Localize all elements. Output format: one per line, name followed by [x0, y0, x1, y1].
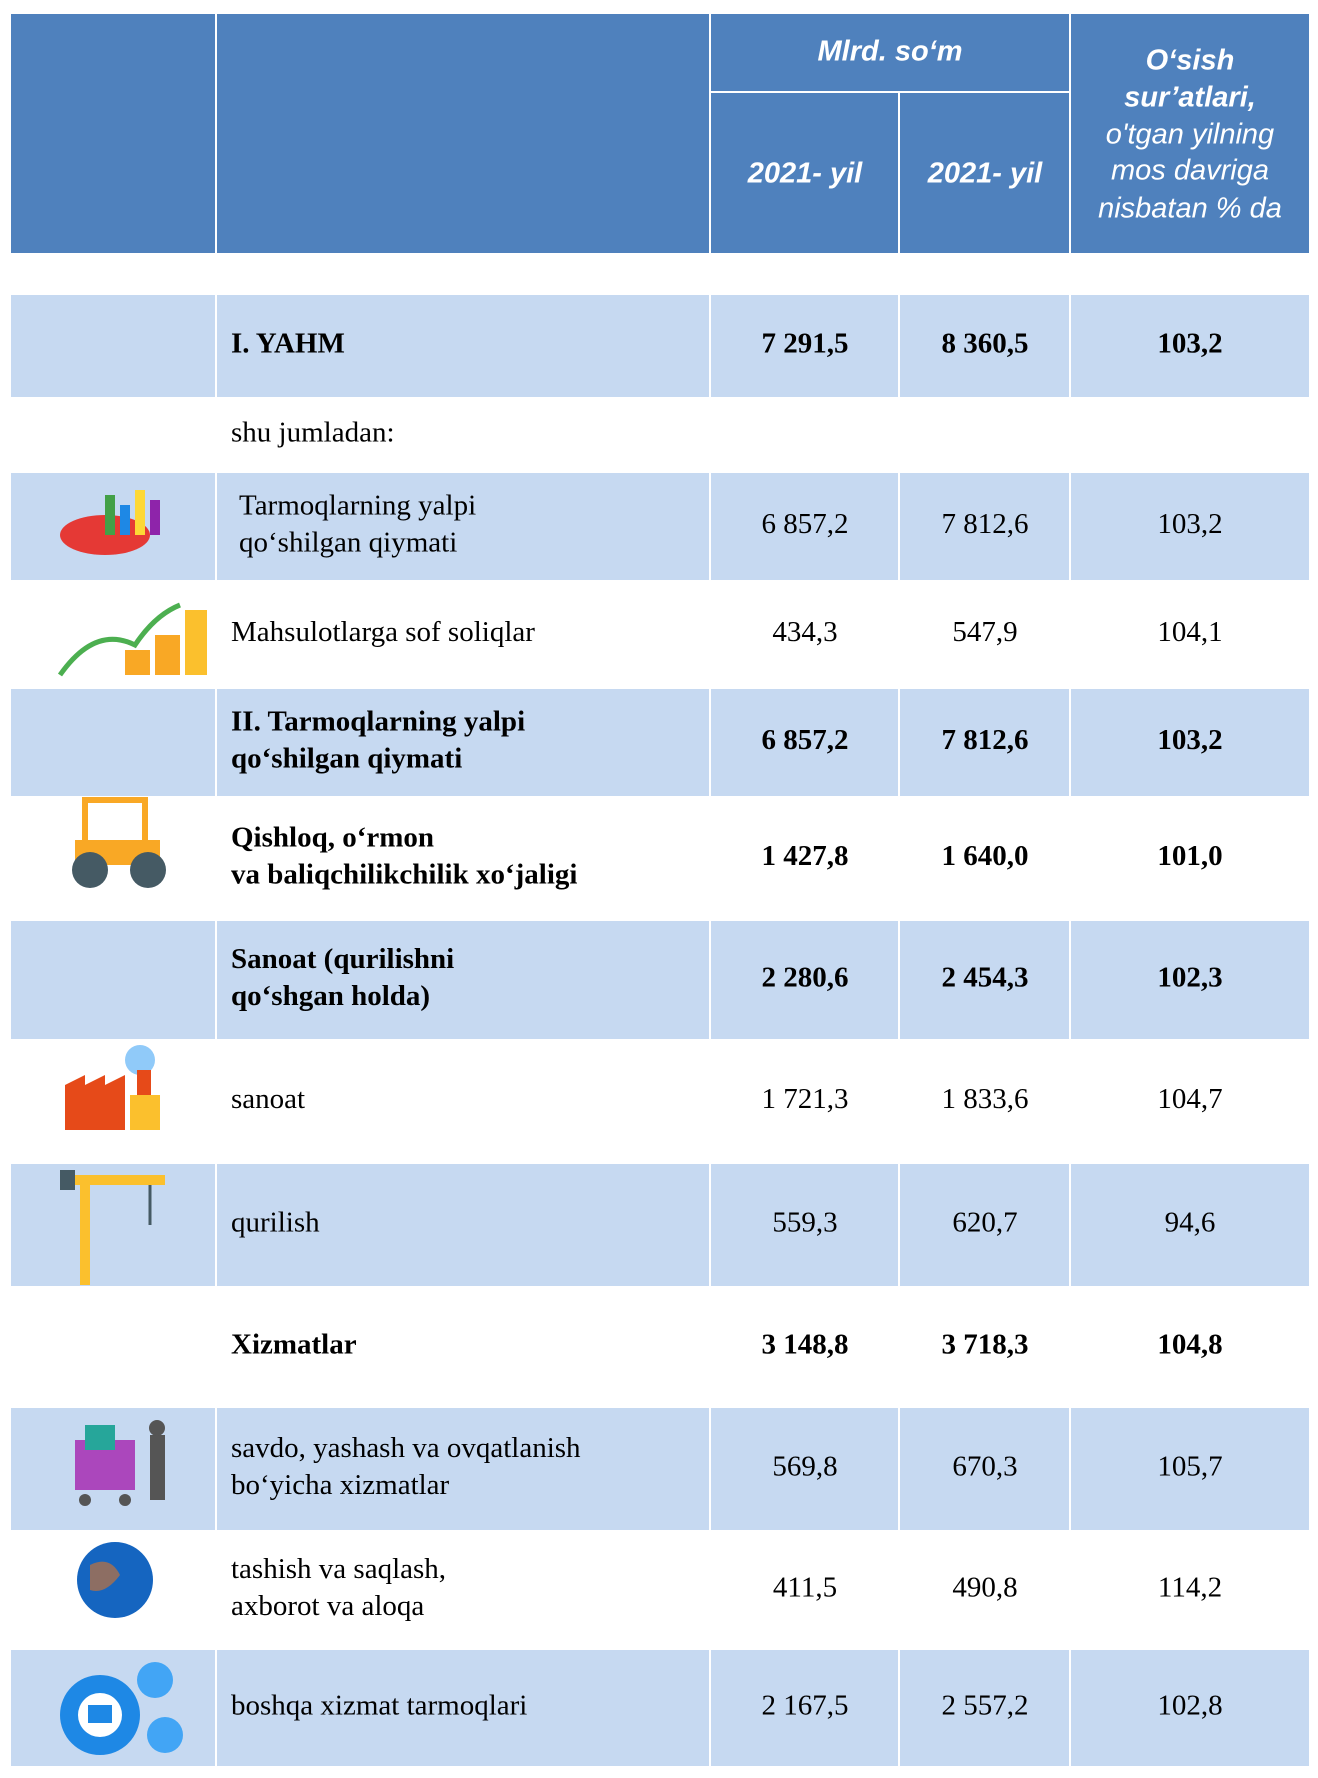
cell-value: 490,8 [952, 1572, 1017, 1604]
row-bg [11, 1164, 1309, 1286]
header-note: nisbatan % da [1098, 193, 1282, 225]
cell-value: 8 360,5 [942, 328, 1029, 360]
cell-value: 6 857,2 [762, 724, 849, 756]
icon-coins [60, 605, 207, 675]
cell-value: 101,0 [1157, 840, 1222, 872]
row-label: qo‘shgan holda) [231, 980, 430, 1012]
cell-value: 94,6 [1165, 1207, 1216, 1239]
header-growth: sur’atlari, [1124, 82, 1256, 114]
cell-value: 2 167,5 [762, 1690, 849, 1722]
header-group: Mlrd. so‘m [817, 36, 962, 68]
row-bg [11, 689, 1309, 796]
cell-value: 103,2 [1157, 328, 1222, 360]
cell-value: 102,3 [1157, 962, 1222, 994]
cell-value: 105,7 [1157, 1451, 1222, 1483]
row-label: savdo, yashash va ovqatlanish [231, 1432, 581, 1464]
cell-value: 547,9 [952, 616, 1017, 648]
icon-tractor [72, 800, 166, 888]
row-label: Qishloq, o‘rmon [231, 822, 434, 854]
row-label: Tarmoqlarning yalpi [239, 490, 476, 522]
row-label: Sanoat (qurilishni [231, 943, 454, 975]
cell-value: 3 718,3 [942, 1329, 1029, 1361]
row-label: II. Tarmoqlarning yalpi [231, 706, 525, 738]
icon-factory [65, 1045, 160, 1130]
header-note: o'tgan yilning [1106, 119, 1274, 151]
row-bg [11, 921, 1309, 1039]
cell-value: 7 291,5 [762, 328, 849, 360]
cell-value: 2 454,3 [942, 962, 1029, 994]
row-label: Mahsulotlarga sof soliqlar [231, 616, 535, 648]
header-growth: O‘sish [1146, 45, 1235, 77]
row-label: qurilish [231, 1207, 320, 1239]
cell-value: 104,8 [1157, 1329, 1222, 1361]
row-label: bo‘yicha xizmatlar [231, 1469, 450, 1501]
cell-value: 104,7 [1157, 1083, 1222, 1115]
cell-value: 1 640,0 [942, 840, 1029, 872]
row-label: tashish va saqlash, [231, 1553, 446, 1585]
cell-value: 103,2 [1157, 508, 1222, 540]
cell-value: 2 557,2 [942, 1690, 1029, 1722]
cell-value: 7 812,6 [942, 508, 1029, 540]
cell-value: 103,2 [1157, 724, 1222, 756]
cell-value: 434,3 [772, 616, 837, 648]
cell-value: 104,1 [1157, 616, 1222, 648]
icon-globe [77, 1542, 153, 1618]
cell-value: 670,3 [952, 1451, 1017, 1483]
cell-value: 6 857,2 [762, 508, 849, 540]
cell-value: 1 427,8 [762, 840, 849, 872]
cell-value: 569,8 [772, 1451, 837, 1483]
row-label: shu jumladan: [231, 417, 395, 449]
table-page: Mlrd. so‘m 2021- yil 2021- yil O‘sish su… [0, 0, 1318, 1778]
cell-value: 7 812,6 [942, 724, 1029, 756]
cell-value: 411,5 [773, 1572, 837, 1604]
row-label: qo‘shilgan qiymati [239, 527, 457, 559]
row-label: va baliqchilikchilik xo‘jaligi [231, 859, 577, 891]
row-label: Xizmatlar [231, 1329, 357, 1361]
row-bg [11, 473, 1309, 580]
row-bg [11, 1650, 1309, 1766]
cell-value: 620,7 [952, 1207, 1017, 1239]
cell-value: 102,8 [1157, 1690, 1222, 1722]
row-label: boshqa xizmat tarmoqlari [231, 1690, 527, 1722]
row-bg [11, 295, 1309, 397]
rows: I. YAHM 7 291,5 8 360,5 103,2 shu jumladan: T… [11, 295, 1309, 1766]
row-label: qo‘shilgan qiymati [231, 743, 462, 775]
cell-value: 559,3 [772, 1207, 837, 1239]
row-bg [11, 1408, 1309, 1530]
header-year: 2021- yil [927, 158, 1043, 190]
cell-value: 114,2 [1158, 1572, 1222, 1604]
cell-value: 3 148,8 [762, 1329, 849, 1361]
cell-value: 1 721,3 [762, 1083, 849, 1115]
cell-value: 2 280,6 [762, 962, 849, 994]
cell-value: 1 833,6 [942, 1083, 1029, 1115]
row-label: sanoat [231, 1083, 305, 1115]
icons [60, 490, 207, 1755]
row-label: I. YAHM [231, 328, 345, 360]
header-note: mos davriga [1111, 155, 1269, 187]
header-year: 2021- yil [747, 158, 863, 190]
row-label: axborot va aloqa [231, 1590, 424, 1622]
